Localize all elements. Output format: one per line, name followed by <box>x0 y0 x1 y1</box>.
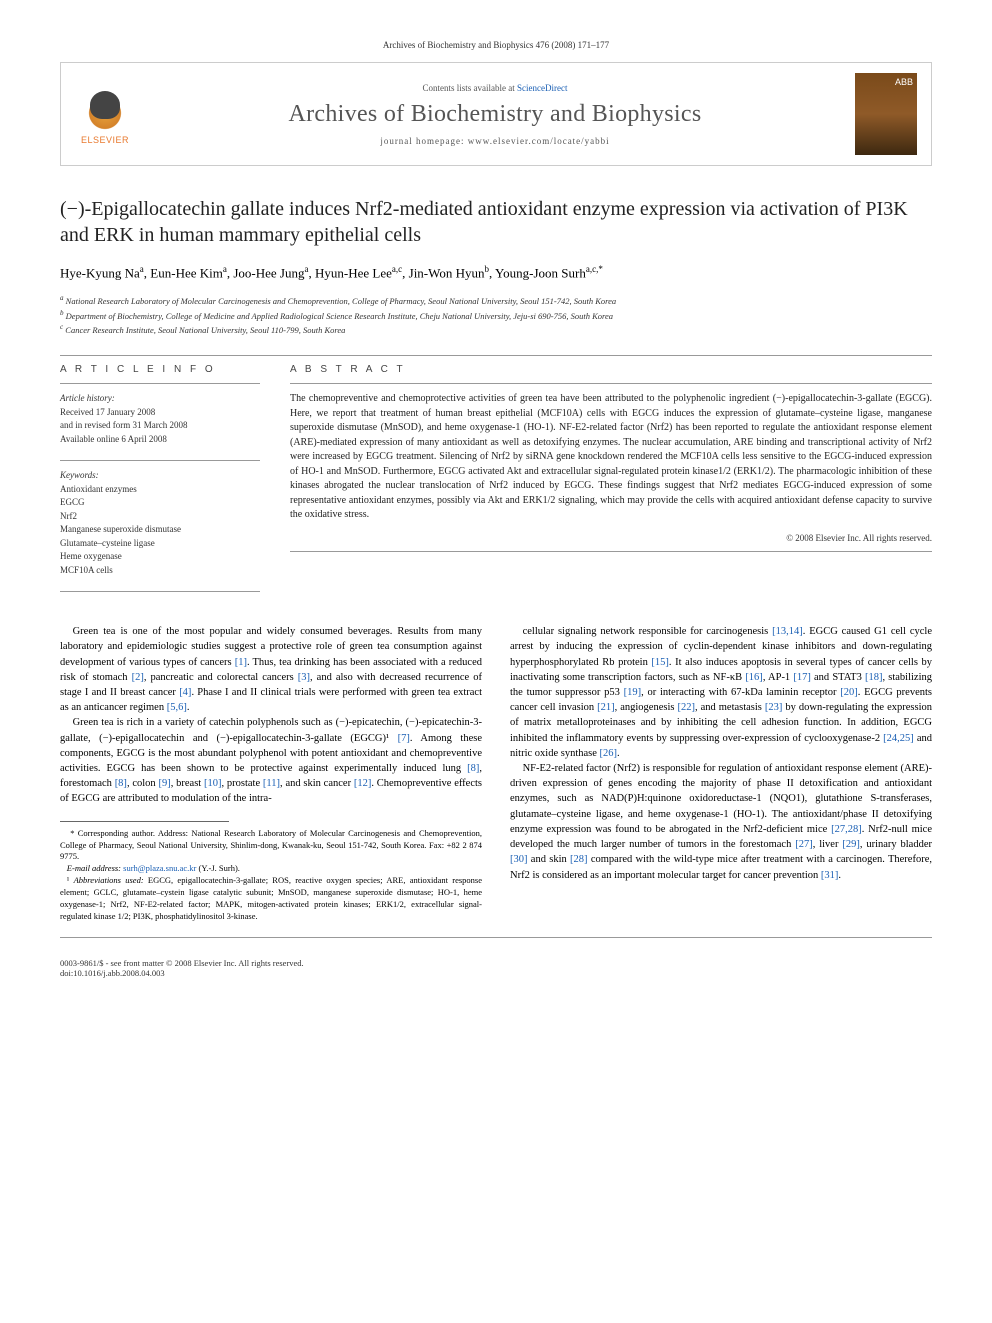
citation-link[interactable]: [24,25] <box>883 733 914 744</box>
article-info-column: A R T I C L E I N F O Article history: R… <box>60 364 260 600</box>
homepage-line: journal homepage: www.elsevier.com/locat… <box>149 136 841 146</box>
body-text: Green tea is one of the most popular and… <box>60 624 932 923</box>
citation-link[interactable]: [5,6] <box>167 702 187 713</box>
footer-doi: doi:10.1016/j.abb.2008.04.003 <box>60 968 932 978</box>
abstract-copyright: © 2008 Elsevier Inc. All rights reserved… <box>290 533 932 543</box>
citation-link[interactable]: [15] <box>651 657 669 668</box>
citation-link[interactable]: [20] <box>840 687 858 698</box>
homepage-prefix: journal homepage: <box>380 136 467 146</box>
citation-link[interactable]: [17] <box>793 672 811 683</box>
email-link[interactable]: surh@plaza.snu.ac.kr <box>123 863 196 873</box>
keyword: Nrf2 <box>60 510 260 524</box>
affiliation-a: a National Research Laboratory of Molecu… <box>60 293 932 308</box>
citation-link[interactable]: [10] <box>204 778 222 789</box>
citation-link[interactable]: [22] <box>677 702 695 713</box>
citation-link[interactable]: [18] <box>865 672 883 683</box>
citation-link[interactable]: [23] <box>765 702 783 713</box>
citation-link[interactable]: [8] <box>467 763 479 774</box>
article-history: Article history: Received 17 January 200… <box>60 392 260 446</box>
email-line: E-mail address: surh@plaza.snu.ac.kr (Y.… <box>60 863 482 875</box>
citation-link[interactable]: [28] <box>570 854 588 865</box>
elsevier-logo: ELSEVIER <box>75 79 135 149</box>
citation-link[interactable]: [4] <box>179 687 191 698</box>
citation-link[interactable]: [2] <box>132 672 144 683</box>
citation-link[interactable]: [27] <box>795 839 813 850</box>
body-paragraph: Green tea is rich in a variety of catech… <box>60 715 482 806</box>
contents-available-line: Contents lists available at ScienceDirec… <box>149 83 841 93</box>
divider <box>60 355 932 356</box>
divider <box>290 383 932 384</box>
citation-link[interactable]: [1] <box>235 657 247 668</box>
article-title: (−)-Epigallocatechin gallate induces Nrf… <box>60 196 932 248</box>
homepage-url: www.elsevier.com/locate/yabbi <box>468 136 610 146</box>
keywords-label: Keywords: <box>60 469 260 483</box>
citation-link[interactable]: [21] <box>597 702 615 713</box>
keywords-block: Keywords: Antioxidant enzymes EGCG Nrf2 … <box>60 469 260 577</box>
footer-front-matter: 0003-9861/$ - see front matter © 2008 El… <box>60 958 932 968</box>
journal-name: Archives of Biochemistry and Biophysics <box>149 101 841 128</box>
author-list: Hye-Kyung Naa, Eun-Hee Kima, Joo-Hee Jun… <box>60 264 932 281</box>
abstract-heading: A B S T R A C T <box>290 364 932 375</box>
citation-link[interactable]: [9] <box>158 778 170 789</box>
citation-link[interactable]: [13,14] <box>772 626 803 637</box>
affiliation-c: c Cancer Research Institute, Seoul Natio… <box>60 322 932 337</box>
divider <box>60 383 260 384</box>
elsevier-tree-icon <box>80 83 130 133</box>
info-abstract-row: A R T I C L E I N F O Article history: R… <box>60 364 932 600</box>
keyword: EGCG <box>60 496 260 510</box>
citation-link[interactable]: [27,28] <box>831 824 862 835</box>
citation-link[interactable]: [16] <box>745 672 763 683</box>
keyword: Heme oxygenase <box>60 550 260 564</box>
body-paragraph: Green tea is one of the most popular and… <box>60 624 482 715</box>
contents-prefix: Contents lists available at <box>423 83 517 93</box>
page-footer: 0003-9861/$ - see front matter © 2008 El… <box>60 958 932 978</box>
body-paragraph: NF-E2-related factor (Nrf2) is responsib… <box>510 761 932 883</box>
citation-link[interactable]: [31] <box>821 870 839 881</box>
keyword: Manganese superoxide dismutase <box>60 523 260 537</box>
body-column-right: cellular signaling network responsible f… <box>510 624 932 923</box>
divider <box>60 937 932 938</box>
citation-link[interactable]: [30] <box>510 854 528 865</box>
divider <box>290 551 932 552</box>
divider <box>60 460 260 461</box>
citation-link[interactable]: [7] <box>398 733 410 744</box>
body-paragraph: cellular signaling network responsible f… <box>510 624 932 761</box>
keyword: Glutamate–cysteine ligase <box>60 537 260 551</box>
journal-banner: ELSEVIER Contents lists available at Sci… <box>60 62 932 166</box>
sciencedirect-link[interactable]: ScienceDirect <box>517 83 567 93</box>
corresponding-author-note: * Corresponding author. Address: Nationa… <box>60 828 482 864</box>
history-line: Received 17 January 2008 <box>60 406 260 420</box>
history-line: Available online 6 April 2008 <box>60 433 260 447</box>
history-line: and in revised form 31 March 2008 <box>60 419 260 433</box>
affiliation-b: b Department of Biochemistry, College of… <box>60 308 932 323</box>
citation-link[interactable]: [19] <box>624 687 642 698</box>
elsevier-label: ELSEVIER <box>81 135 129 145</box>
abbreviations-note: ¹ Abbreviations used: EGCG, epigallocate… <box>60 875 482 923</box>
citation-link[interactable]: [8] <box>115 778 127 789</box>
abstract-column: A B S T R A C T The chemopreventive and … <box>290 364 932 600</box>
body-column-left: Green tea is one of the most popular and… <box>60 624 482 923</box>
divider <box>60 591 260 592</box>
history-label: Article history: <box>60 392 260 406</box>
citation-link[interactable]: [26] <box>600 748 618 759</box>
abstract-text: The chemopreventive and chemoprotective … <box>290 392 932 523</box>
journal-cover-thumbnail <box>855 73 917 155</box>
running-head: Archives of Biochemistry and Biophysics … <box>60 40 932 50</box>
citation-link[interactable]: [29] <box>842 839 860 850</box>
citation-link[interactable]: [11] <box>263 778 280 789</box>
footnotes: * Corresponding author. Address: Nationa… <box>60 828 482 923</box>
article-info-heading: A R T I C L E I N F O <box>60 364 260 375</box>
footnote-separator <box>60 821 229 822</box>
citation-link[interactable]: [3] <box>298 672 310 683</box>
keyword: MCF10A cells <box>60 564 260 578</box>
citation-link[interactable]: [12] <box>354 778 372 789</box>
affiliations: a National Research Laboratory of Molecu… <box>60 293 932 337</box>
keyword: Antioxidant enzymes <box>60 483 260 497</box>
banner-center: Contents lists available at ScienceDirec… <box>149 83 841 146</box>
